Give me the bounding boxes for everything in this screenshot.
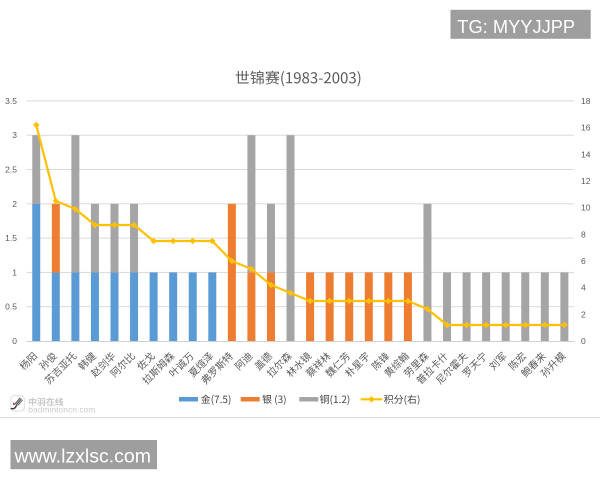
svg-text:2: 2 [12,199,17,209]
svg-text:www.lzxlsc.com: www.lzxlsc.com [14,446,152,468]
svg-text:TG: MYYJJPP: TG: MYYJJPP [457,16,575,37]
svg-text:1.5: 1.5 [5,233,17,243]
svg-text:2: 2 [581,309,586,319]
svg-text:3: 3 [12,130,17,140]
svg-text:18: 18 [581,96,591,106]
svg-text:0: 0 [12,336,17,346]
svg-text:0.5: 0.5 [5,302,17,312]
svg-text:1: 1 [12,267,17,277]
svg-text:14: 14 [581,149,591,159]
svg-text:6: 6 [581,256,586,266]
svg-text:3.5: 3.5 [5,96,17,106]
svg-text:8: 8 [581,229,586,239]
svg-text:10: 10 [581,203,591,213]
svg-text:4: 4 [581,283,586,293]
svg-text:0: 0 [581,336,586,346]
svg-text:16: 16 [581,123,591,133]
svg-text:2.5: 2.5 [5,165,17,175]
svg-text:badmintoncn.com: badmintoncn.com [28,404,95,414]
svg-text:12: 12 [581,176,591,186]
